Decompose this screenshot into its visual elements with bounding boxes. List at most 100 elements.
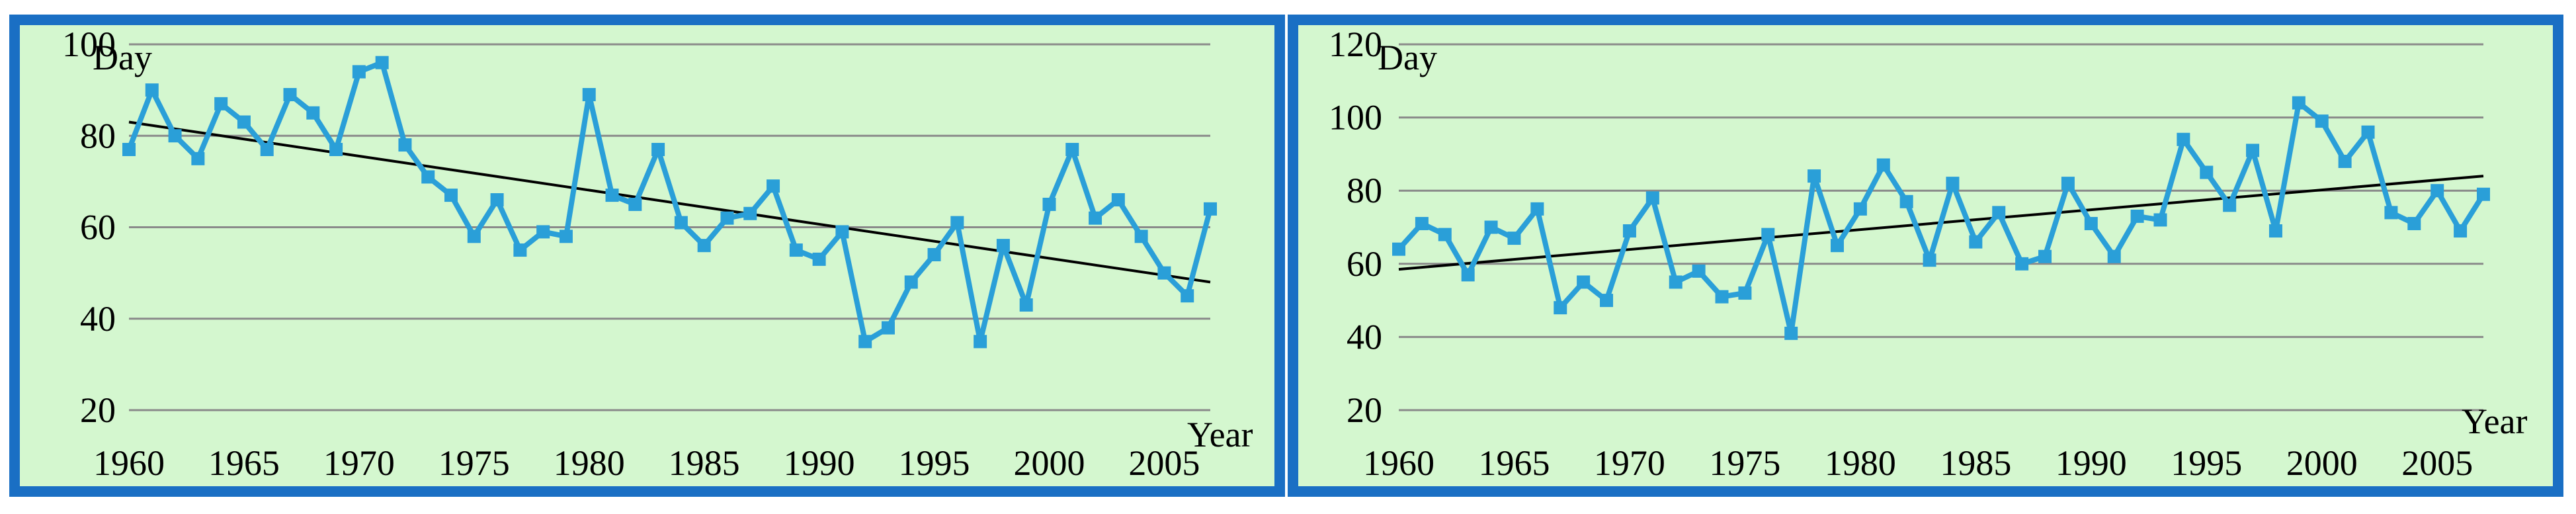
right-data-point bbox=[1761, 228, 1775, 241]
right-data-point bbox=[2361, 125, 2375, 139]
right-data-point bbox=[1600, 294, 1614, 308]
left-data-point bbox=[674, 216, 688, 230]
right-data-point bbox=[1461, 268, 1475, 282]
right-data-point bbox=[2338, 154, 2352, 168]
left-data-point bbox=[789, 243, 803, 257]
right-data-point bbox=[2061, 177, 2075, 191]
right-data-point bbox=[1530, 202, 1544, 216]
right-data-point bbox=[1392, 242, 1405, 256]
left-x-tick-label: 1980 bbox=[554, 443, 625, 483]
right-data-point bbox=[1946, 177, 1960, 191]
left-data-point bbox=[536, 225, 550, 239]
right-data-point bbox=[2454, 224, 2468, 238]
left-x-tick-label: 1985 bbox=[669, 443, 740, 483]
left-data-point bbox=[1134, 230, 1148, 243]
left-data-point bbox=[974, 335, 987, 349]
left-data-point bbox=[904, 275, 918, 289]
right-gridlines bbox=[1399, 43, 2483, 411]
right-data-point bbox=[2407, 216, 2421, 230]
left-data-point bbox=[1181, 289, 1194, 303]
left-data-point bbox=[628, 197, 642, 211]
left-x-axis-label: Year bbox=[1187, 415, 1253, 454]
left-data-point bbox=[1042, 197, 1056, 211]
left-data-point bbox=[191, 151, 205, 165]
left-data-point bbox=[559, 230, 573, 243]
right-data-point bbox=[2015, 257, 2029, 271]
right-x-tick-label: 1980 bbox=[1825, 443, 1896, 483]
left-data-point bbox=[697, 239, 711, 253]
left-data-point bbox=[996, 239, 1010, 253]
right-x-axis-label: Year bbox=[2462, 402, 2528, 441]
left-data-point bbox=[421, 170, 435, 184]
right-data-point bbox=[1507, 232, 1521, 245]
right-data-point bbox=[2107, 249, 2121, 263]
right-data-point bbox=[2268, 224, 2282, 238]
left-x-tick-labels: 1960 1965 1970 1975 1980 1985 1990 1995 2000 2005 bbox=[93, 443, 1200, 483]
left-panel-frame bbox=[9, 15, 1285, 497]
right-data-point bbox=[2477, 187, 2490, 201]
left-trendline bbox=[128, 120, 1211, 284]
left-y-tick-label: 100 bbox=[62, 24, 116, 64]
left-data-point bbox=[767, 179, 780, 193]
left-gridlines bbox=[129, 43, 1210, 411]
left-chart-panel: 20 40 60 80 100 1960 1965 1970 1975 1980 1985 1990… bbox=[9, 15, 1285, 497]
right-y-axis-label: Day bbox=[1378, 38, 1437, 77]
left-trend-line bbox=[128, 120, 1211, 284]
left-data-point bbox=[306, 106, 320, 120]
left-data-point bbox=[651, 142, 665, 156]
left-y-tick-label: 60 bbox=[80, 208, 116, 247]
right-data-point bbox=[1923, 253, 1936, 267]
right-x-tick-label: 1990 bbox=[2056, 443, 2127, 483]
right-y-tick-label: 80 bbox=[1347, 171, 1382, 210]
left-y-axis-label: Day bbox=[93, 38, 152, 77]
right-data-point bbox=[1577, 275, 1591, 289]
left-data-point bbox=[1089, 211, 1102, 225]
left-data-point bbox=[950, 216, 964, 230]
left-data-point bbox=[1157, 266, 1171, 280]
left-data-point bbox=[444, 189, 458, 202]
right-data-point bbox=[1899, 194, 1913, 208]
left-y-tick-label: 40 bbox=[80, 299, 116, 339]
left-data-point bbox=[283, 88, 297, 102]
right-data-point bbox=[1876, 158, 1890, 172]
left-data-points bbox=[122, 56, 1217, 349]
left-data-point bbox=[881, 321, 895, 335]
left-data-point bbox=[260, 142, 274, 156]
right-data-point bbox=[1969, 235, 1983, 249]
right-data-point bbox=[1992, 206, 2006, 220]
left-data-point bbox=[122, 142, 136, 156]
left-data-point bbox=[467, 230, 481, 243]
right-data-point bbox=[1830, 239, 1844, 253]
left-x-tick-label: 1965 bbox=[208, 443, 280, 483]
right-x-tick-label: 1975 bbox=[1709, 443, 1780, 483]
right-data-point bbox=[1554, 301, 1567, 315]
left-x-tick-label: 1990 bbox=[784, 443, 855, 483]
right-data-point bbox=[1669, 275, 1683, 289]
left-x-tick-label: 1975 bbox=[438, 443, 510, 483]
right-data-point bbox=[2153, 213, 2167, 227]
right-data-point bbox=[1645, 191, 1659, 205]
right-data-point bbox=[2292, 96, 2306, 110]
right-y-tick-label: 120 bbox=[1329, 24, 1382, 64]
left-data-point bbox=[835, 225, 849, 239]
left-y-tick-label: 20 bbox=[80, 390, 116, 430]
right-data-point bbox=[2177, 132, 2190, 146]
right-y-tick-label: 60 bbox=[1347, 244, 1382, 284]
left-x-tick-label: 1970 bbox=[323, 443, 395, 483]
left-data-point bbox=[398, 138, 412, 152]
right-data-point bbox=[2431, 184, 2444, 198]
left-data-point bbox=[237, 115, 251, 129]
right-data-point bbox=[1438, 228, 1452, 241]
right-data-point bbox=[1415, 216, 1429, 230]
right-data-point bbox=[1738, 286, 1752, 300]
left-data-point bbox=[1019, 298, 1033, 312]
left-data-point bbox=[812, 252, 826, 266]
right-x-tick-labels: 1960 1965 1970 1975 1980 1985 1990 1995 2000 2005 bbox=[1363, 443, 2473, 483]
right-x-tick-label: 2000 bbox=[2286, 443, 2358, 483]
left-data-point bbox=[490, 193, 504, 207]
right-y-tick-labels: 20 40 60 80 100 120 bbox=[1329, 24, 1382, 430]
left-x-tick-label: 1995 bbox=[899, 443, 970, 483]
left-data-point bbox=[720, 211, 734, 225]
left-data-point bbox=[214, 97, 228, 110]
